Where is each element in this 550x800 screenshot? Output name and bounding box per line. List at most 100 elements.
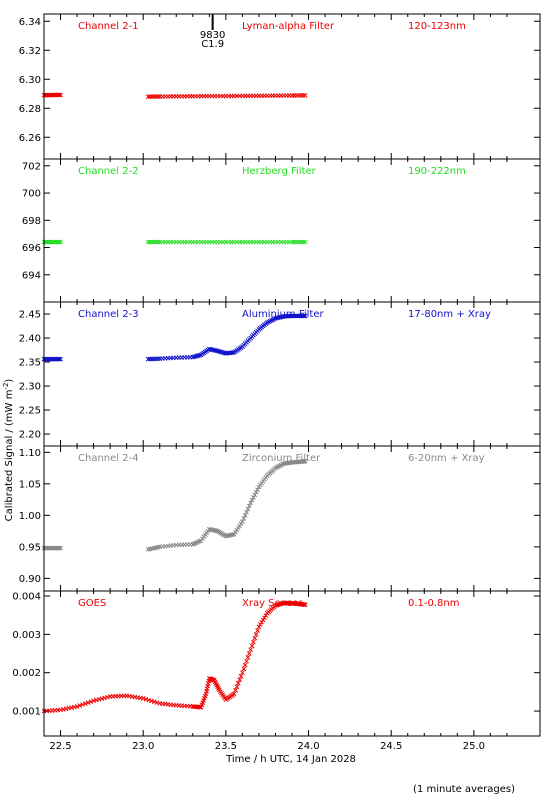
data-point bbox=[237, 523, 242, 529]
data-point bbox=[277, 601, 282, 607]
data-point bbox=[231, 691, 237, 697]
panel-4: 0.90 0.95 1.00 1.05 1.10 Channel 2-4 Zirconium… bbox=[19, 445, 541, 592]
series-group bbox=[41, 92, 308, 100]
y-tick-label: 1.10 bbox=[19, 448, 41, 459]
filter-label: Lyman-alpha Filter bbox=[242, 21, 335, 32]
data-point bbox=[149, 239, 155, 245]
x-tick-label: 25.0 bbox=[463, 741, 485, 752]
data-point bbox=[252, 492, 258, 498]
data-point bbox=[143, 696, 149, 702]
data-point bbox=[278, 601, 284, 607]
data-point bbox=[151, 239, 157, 245]
filter-label: Herzberg Filter bbox=[242, 166, 317, 177]
data-point bbox=[260, 617, 266, 623]
data-point bbox=[241, 666, 247, 672]
data-point bbox=[240, 670, 245, 676]
data-point bbox=[190, 354, 196, 360]
channel-label: Channel 2-4 bbox=[78, 453, 139, 464]
data-point bbox=[237, 677, 242, 683]
data-point bbox=[151, 699, 157, 705]
channel-label: Channel 2-1 bbox=[78, 21, 139, 32]
data-point bbox=[302, 92, 308, 98]
data-point bbox=[249, 497, 255, 503]
channel-label: Channel 2-3 bbox=[78, 309, 139, 320]
data-point bbox=[231, 531, 237, 537]
x-tick-label: 24.0 bbox=[297, 741, 319, 752]
data-point bbox=[273, 603, 278, 608]
panel-frame bbox=[43, 590, 541, 737]
filter-label: Zirconium Filter bbox=[242, 453, 321, 464]
data-point bbox=[242, 662, 248, 668]
y-tick-label: 2.20 bbox=[19, 430, 41, 441]
panel-5: 0.001 0.002 0.003 0.004 GOES Xray Sensor 0.1-0… bbox=[12, 590, 541, 737]
y-tick-label: 2.30 bbox=[19, 382, 41, 393]
data-point bbox=[301, 458, 306, 464]
y-tick-label: 0.001 bbox=[12, 707, 41, 718]
data-point bbox=[149, 698, 154, 704]
data-point bbox=[244, 509, 249, 515]
data-point bbox=[233, 529, 238, 535]
data-point bbox=[56, 239, 62, 245]
data-point bbox=[252, 635, 258, 641]
data-point bbox=[80, 702, 85, 707]
y-tick-label: 698 bbox=[22, 216, 41, 227]
y-tick-label: 0.95 bbox=[19, 542, 41, 553]
x-tick-label: 23.0 bbox=[132, 741, 154, 752]
data-point bbox=[240, 519, 245, 525]
y-tick-label: 6.26 bbox=[19, 133, 41, 144]
data-point bbox=[255, 628, 260, 633]
data-point bbox=[191, 354, 197, 360]
x-tick-label: 23.5 bbox=[215, 741, 237, 752]
data-point bbox=[85, 700, 91, 705]
event-marker-class: C1.9 bbox=[201, 39, 224, 50]
data-point bbox=[238, 521, 244, 527]
data-point bbox=[302, 458, 307, 464]
footnote: (1 minute averages) bbox=[413, 784, 515, 795]
data-point bbox=[149, 94, 155, 99]
data-point bbox=[302, 239, 308, 245]
y-tick-label: 0.90 bbox=[19, 574, 41, 585]
data-point bbox=[241, 516, 247, 521]
y-tick-label: 2.35 bbox=[19, 358, 41, 369]
series-group bbox=[41, 313, 308, 362]
data-point bbox=[302, 602, 308, 608]
data-point bbox=[147, 94, 153, 99]
data-point bbox=[234, 527, 240, 533]
y-tick-label: 0.004 bbox=[12, 591, 41, 602]
data-point bbox=[246, 651, 252, 656]
data-point bbox=[302, 313, 307, 319]
y-tick-label: 6.30 bbox=[19, 75, 41, 86]
data-point bbox=[255, 487, 260, 492]
data-point bbox=[74, 704, 80, 709]
y-tick-label: 0.002 bbox=[12, 668, 41, 679]
y-tick-label: 694 bbox=[22, 270, 41, 281]
channel-label: Channel 2-2 bbox=[78, 166, 139, 177]
data-point bbox=[249, 643, 255, 649]
data-point bbox=[58, 92, 63, 98]
x-axis-title: Time / h UTC, 14 Jan 2028 bbox=[225, 754, 356, 765]
data-point bbox=[56, 92, 62, 98]
data-point bbox=[155, 239, 161, 245]
y-tick-label: 1.00 bbox=[19, 511, 41, 522]
x-tick-label: 22.5 bbox=[49, 741, 71, 752]
data-point bbox=[302, 313, 308, 319]
data-point bbox=[215, 348, 220, 354]
y-tick-label: 6.28 bbox=[19, 104, 41, 115]
data-point bbox=[248, 647, 254, 653]
y-tick-label: 2.45 bbox=[19, 310, 41, 321]
data-point bbox=[275, 602, 281, 608]
event-marker-id: 9830 bbox=[200, 30, 225, 41]
x-axis: 22.5 23.0 23.5 24.0 24.5 25.0 bbox=[49, 741, 485, 752]
data-point bbox=[146, 697, 152, 703]
data-point bbox=[193, 354, 198, 359]
data-point bbox=[140, 696, 146, 701]
data-point bbox=[218, 349, 223, 355]
band-label: 17-80nm + Xray bbox=[408, 309, 491, 320]
data-point bbox=[256, 624, 262, 630]
band-label: 6-20nm + Xray bbox=[408, 453, 485, 464]
panel-frame bbox=[43, 301, 541, 447]
data-point bbox=[153, 239, 159, 245]
data-point bbox=[77, 703, 83, 708]
data-point bbox=[248, 500, 254, 506]
y-tick-label: 1.05 bbox=[19, 479, 41, 490]
